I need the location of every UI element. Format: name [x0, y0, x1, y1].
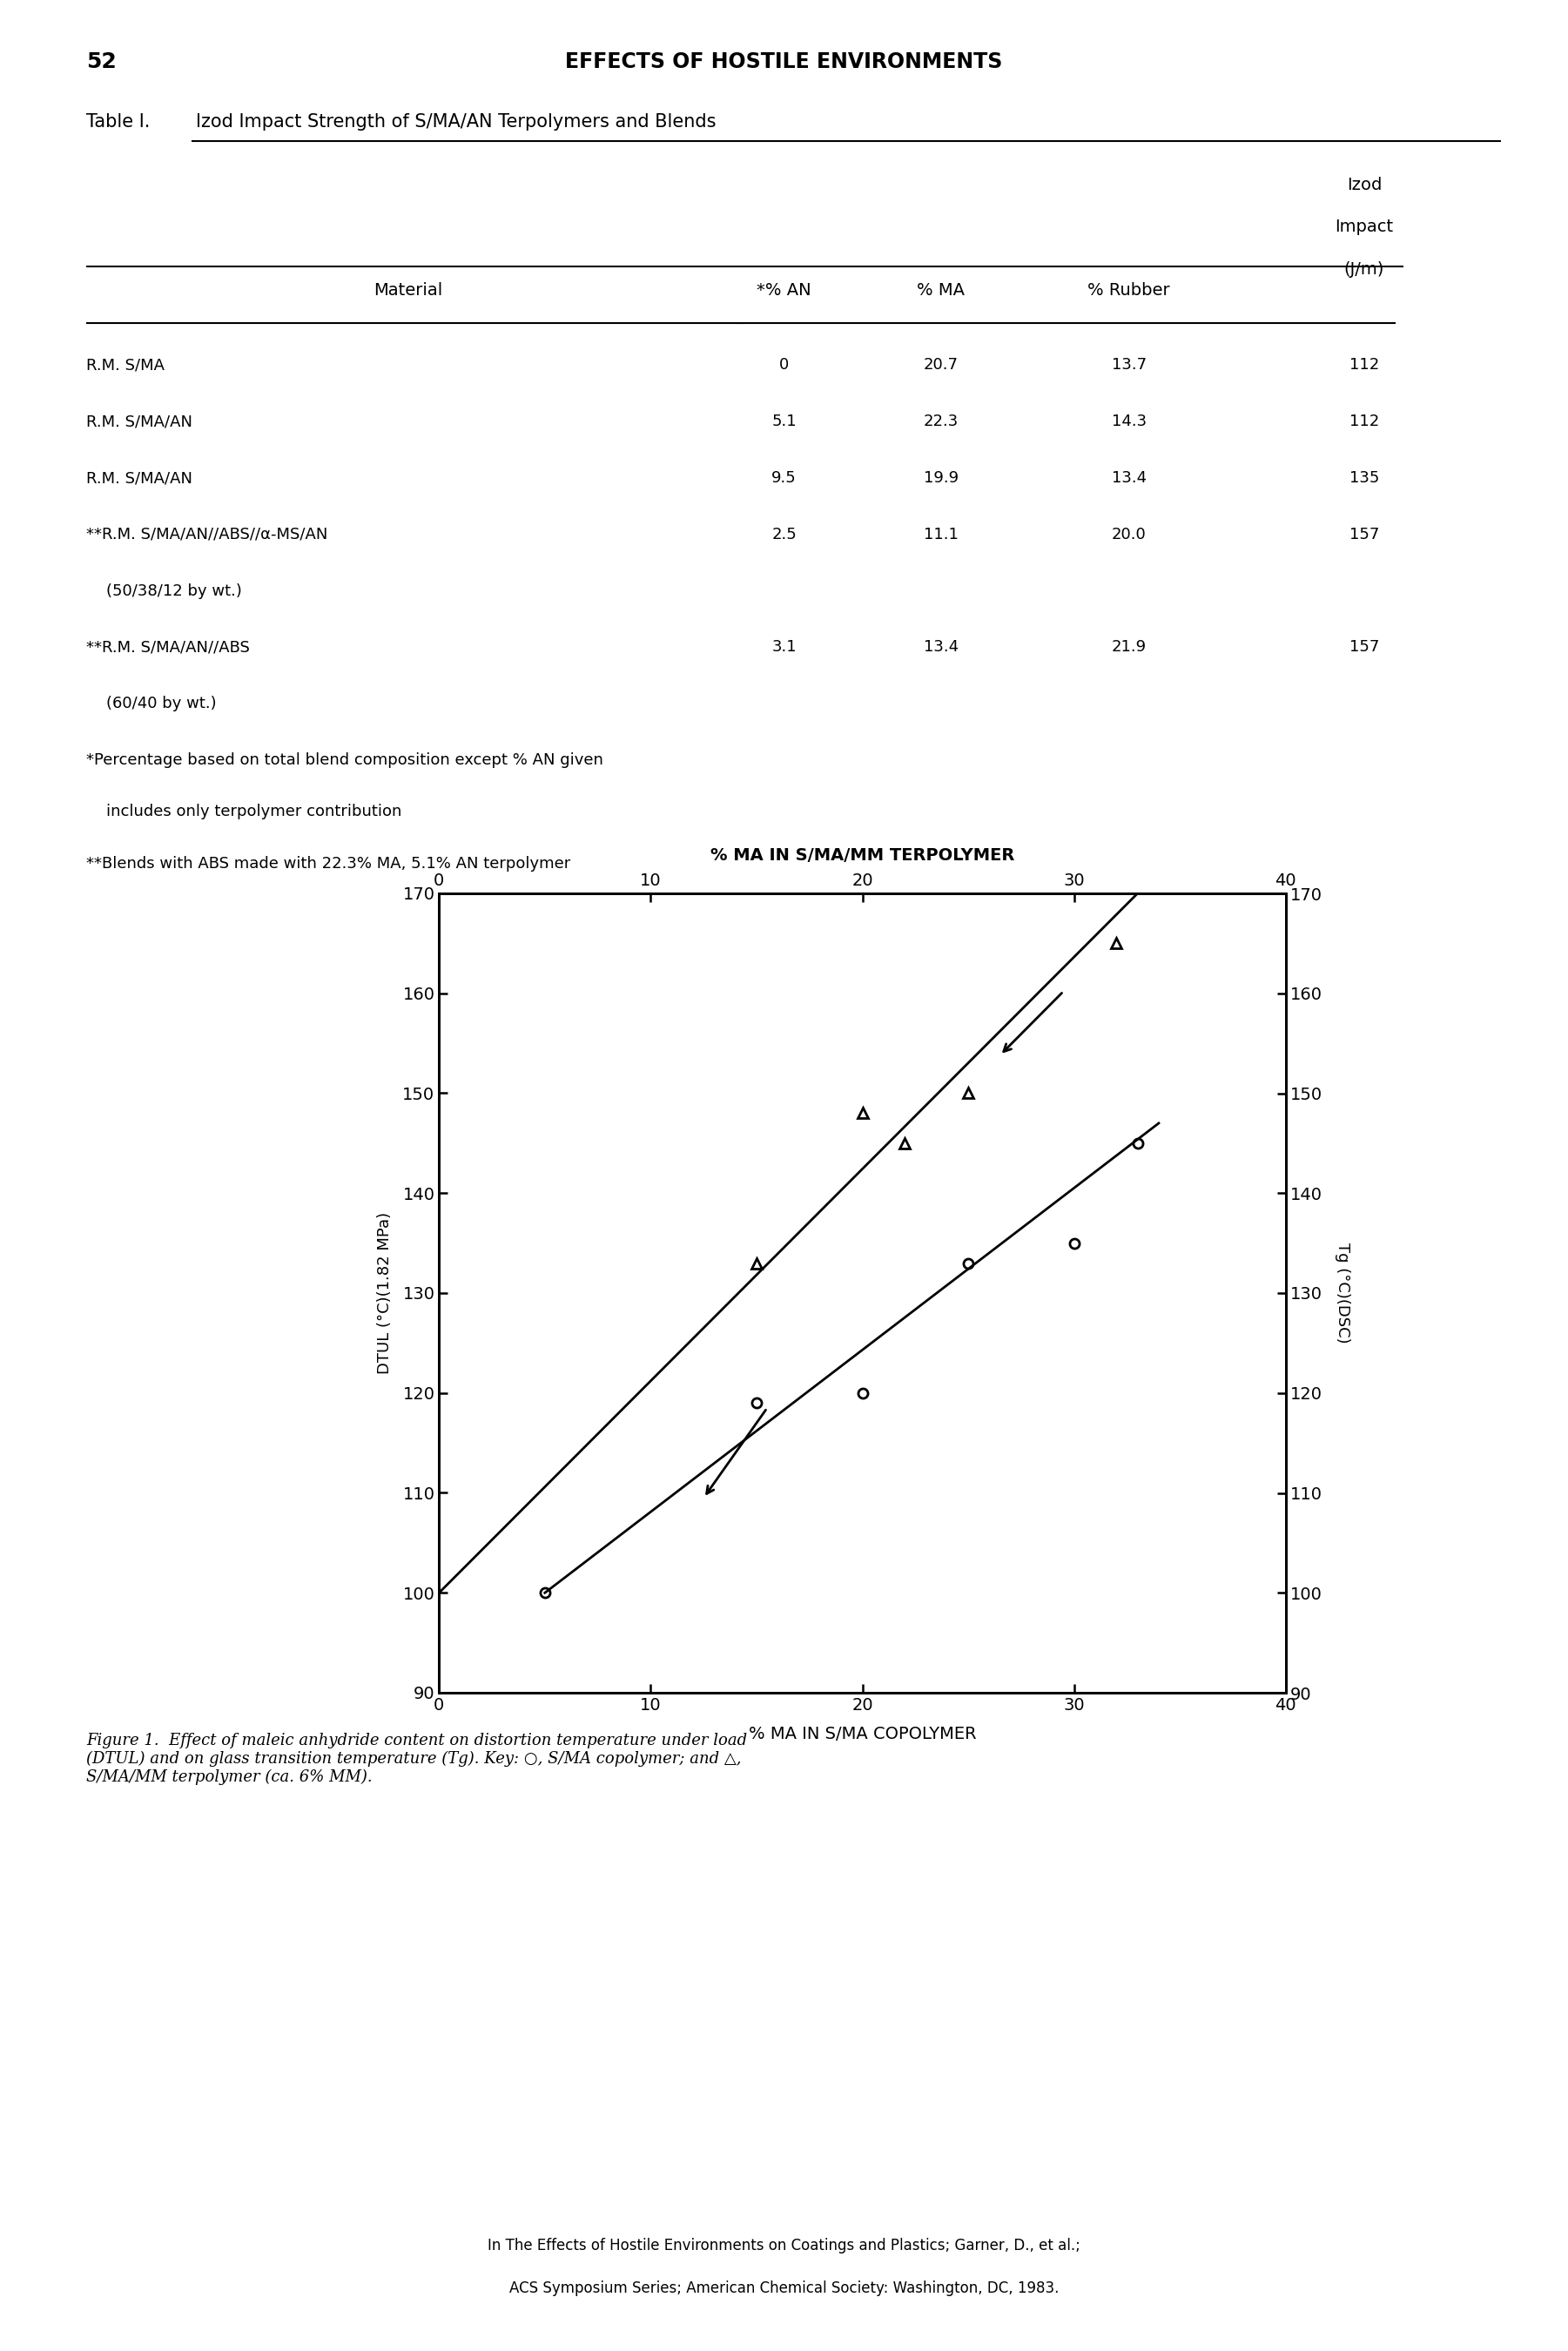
Text: ACS Symposium Series; American Chemical Society: Washington, DC, 1983.: ACS Symposium Series; American Chemical …: [510, 2280, 1058, 2297]
Text: includes only terpolymer contribution: includes only terpolymer contribution: [86, 804, 401, 820]
Text: 0: 0: [779, 357, 789, 374]
Text: EFFECTS OF HOSTILE ENVIRONMENTS: EFFECTS OF HOSTILE ENVIRONMENTS: [566, 52, 1002, 73]
Text: 52: 52: [86, 52, 116, 73]
Text: Figure 1.  Effect of maleic anhydride content on distortion temperature under lo: Figure 1. Effect of maleic anhydride con…: [86, 1733, 748, 1784]
Text: % MA: % MA: [917, 282, 964, 299]
Text: 20.0: 20.0: [1112, 527, 1146, 543]
Text: 135: 135: [1348, 470, 1380, 487]
Text: 11.1: 11.1: [924, 527, 958, 543]
Text: 20.7: 20.7: [924, 357, 958, 374]
Text: 157: 157: [1348, 527, 1380, 543]
Text: 19.9: 19.9: [924, 470, 958, 487]
Text: Table I.: Table I.: [86, 113, 162, 129]
Text: 112: 112: [1348, 357, 1380, 374]
Text: 9.5: 9.5: [771, 470, 797, 487]
Text: 2.5: 2.5: [771, 527, 797, 543]
Text: In The Effects of Hostile Environments on Coatings and Plastics; Garner, D., et : In The Effects of Hostile Environments o…: [488, 2238, 1080, 2255]
Text: Izod: Izod: [1347, 176, 1381, 193]
Text: **R.M. S/MA/AN//ABS: **R.M. S/MA/AN//ABS: [86, 639, 249, 656]
Text: **R.M. S/MA/AN//ABS//α-MS/AN: **R.M. S/MA/AN//ABS//α-MS/AN: [86, 527, 328, 543]
Text: **Blends with ABS made with 22.3% MA, 5.1% AN terpolymer: **Blends with ABS made with 22.3% MA, 5.…: [86, 856, 571, 872]
Text: 13.4: 13.4: [1112, 470, 1146, 487]
Text: Impact: Impact: [1334, 219, 1394, 235]
Text: (50/38/12 by wt.): (50/38/12 by wt.): [86, 583, 241, 600]
Y-axis label: Tg (°C)(DSC): Tg (°C)(DSC): [1334, 1244, 1350, 1342]
Text: 3.1: 3.1: [771, 639, 797, 656]
Text: 13.7: 13.7: [1112, 357, 1146, 374]
Text: Material: Material: [373, 282, 442, 299]
X-axis label: % MA IN S/MA/MM TERPOLYMER: % MA IN S/MA/MM TERPOLYMER: [710, 846, 1014, 865]
Y-axis label: DTUL (°C)(1.82 MPa): DTUL (°C)(1.82 MPa): [378, 1213, 394, 1373]
Text: 22.3: 22.3: [924, 414, 958, 430]
Text: R.M. S/MA: R.M. S/MA: [86, 357, 165, 374]
Text: (60/40 by wt.): (60/40 by wt.): [86, 696, 216, 712]
Text: 21.9: 21.9: [1112, 639, 1146, 656]
Text: (J/m): (J/m): [1344, 261, 1385, 277]
Text: R.M. S/MA/AN: R.M. S/MA/AN: [86, 414, 193, 430]
Text: R.M. S/MA/AN: R.M. S/MA/AN: [86, 470, 193, 487]
Text: % Rubber: % Rubber: [1088, 282, 1170, 299]
X-axis label: % MA IN S/MA COPOLYMER: % MA IN S/MA COPOLYMER: [748, 1726, 977, 1742]
Text: *Percentage based on total blend composition except % AN given: *Percentage based on total blend composi…: [86, 752, 604, 769]
Text: 157: 157: [1348, 639, 1380, 656]
Text: 13.4: 13.4: [924, 639, 958, 656]
Text: 112: 112: [1348, 414, 1380, 430]
Text: *% AN: *% AN: [757, 282, 811, 299]
Text: Izod Impact Strength of S/MA/AN Terpolymers and Blends: Izod Impact Strength of S/MA/AN Terpolym…: [196, 113, 717, 129]
Text: 14.3: 14.3: [1112, 414, 1146, 430]
Text: 5.1: 5.1: [771, 414, 797, 430]
